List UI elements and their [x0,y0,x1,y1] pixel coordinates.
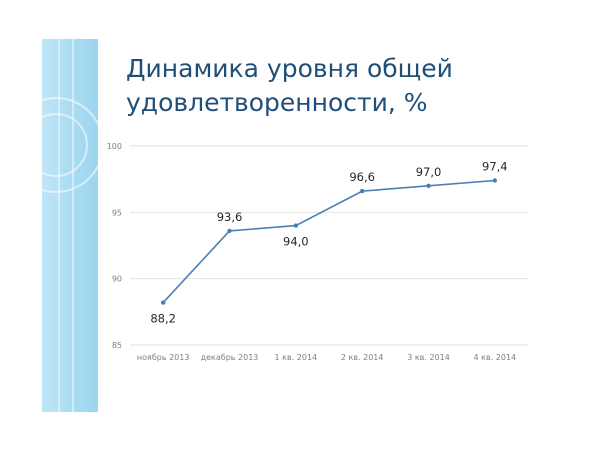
data-point [492,178,498,183]
x-tick-label: декабрь 2013 [201,353,259,362]
x-tick-label: 1 кв. 2014 [275,353,318,362]
x-tick-label: 4 кв. 2014 [474,353,517,362]
data-labels: 88,2 93,6 94,0 96,6 97,0 97,4 [150,159,507,325]
decorative-side-band [42,39,98,412]
y-tick-label: 95 [112,208,122,217]
x-axis-ticks: ноябрь 2013 декабрь 2013 1 кв. 2014 2 кв. 2… [137,353,516,362]
slide-title: Динамика уровня общей удовлетворенности,… [126,54,453,117]
data-label: 96,6 [349,170,375,184]
data-point [426,183,431,188]
data-label: 88,2 [150,312,176,326]
y-tick-label: 90 [112,275,122,284]
x-tick-label: ноябрь 2013 [137,353,190,362]
y-tick-label: 100 [107,142,122,151]
y-axis-ticks: 85 90 95 100 [107,142,122,350]
x-tick-label: 3 кв. 2014 [407,353,450,362]
series-line [162,179,495,304]
data-label: 97,4 [482,159,508,173]
data-point [227,228,232,234]
data-label: 93,6 [217,210,243,224]
data-point [160,300,166,305]
data-label: 94,0 [283,235,309,249]
data-point [359,188,365,194]
x-tick-label: 2 кв. 2014 [341,353,384,362]
y-tick-label: 85 [112,341,122,350]
grid-lines [130,145,528,346]
data-point [293,223,299,228]
series [160,178,498,305]
data-label: 97,0 [416,165,442,179]
